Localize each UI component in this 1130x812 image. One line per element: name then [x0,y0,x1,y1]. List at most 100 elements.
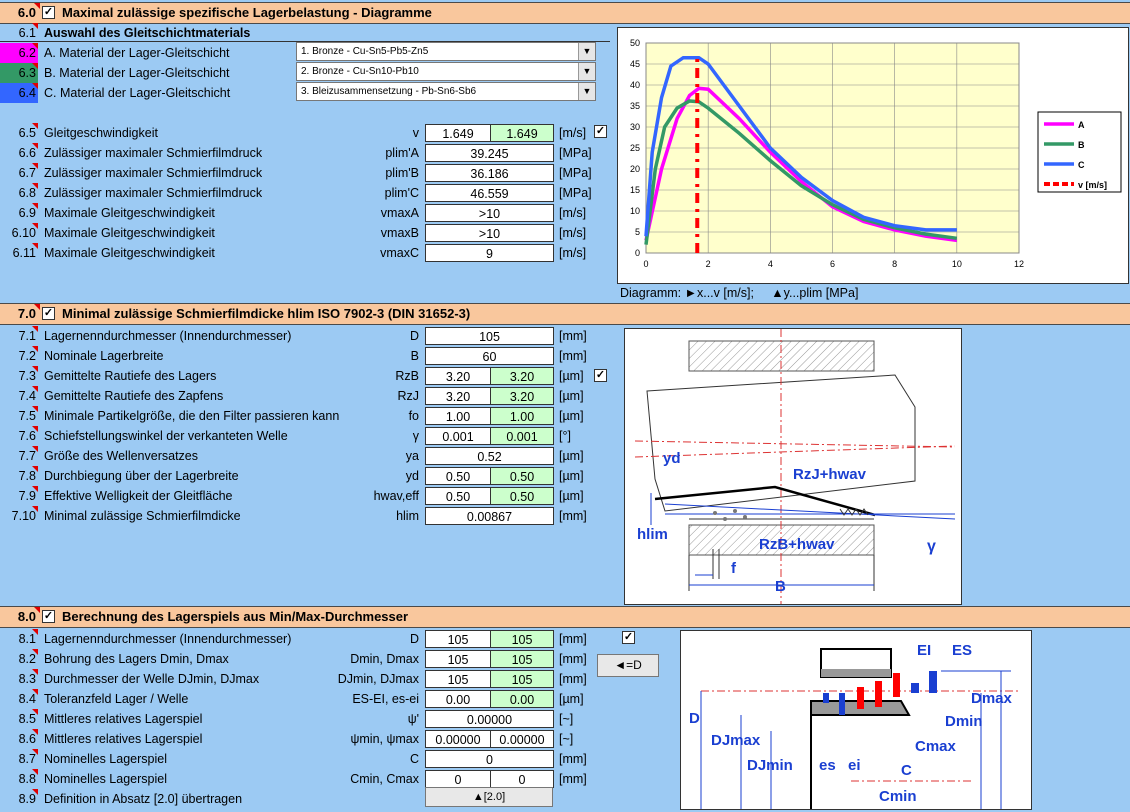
transfer-to-2-0-button[interactable]: ▲[2.0] [425,787,553,807]
comment-marker-icon [32,506,38,512]
comment-marker-icon [32,486,38,492]
row-number: 6.4 [18,86,36,100]
param-symbol: hwav,eff [373,489,419,503]
unit-label: [~] [559,712,574,726]
unit-label: [mm] [559,349,587,363]
row-number: 6.10 [11,226,36,240]
input-cell[interactable]: 0.50 [490,487,554,505]
unit-label: [m/s] [559,246,587,260]
value-cell[interactable]: 0.00000 [425,710,554,728]
comment-marker-icon [32,386,38,392]
input-cell[interactable]: 0.00 [490,690,554,708]
section-title: Maximal zulässige spezifische Lagerbelas… [62,5,432,20]
input-cell[interactable]: 105 [490,670,554,688]
chevron-down-icon[interactable]: ▼ [578,83,595,100]
velocity-manual-checkbox[interactable]: ✓ [594,125,607,138]
y-tick-label: 5 [635,227,640,237]
material-label: B. Material der Lager-Gleitschicht [44,66,230,80]
clearance-drawing: EI ES Dmax D Dmin DJmax Cmax DJmin es ei… [689,642,1021,809]
param-label: Zulässiger maximaler Schmierfilmdruck [44,146,263,160]
row-number: 7.3 [18,369,36,383]
material-select[interactable]: 3. Bleizusammensetzung - Pb-Sn6-Sb6 ▼ [296,82,596,101]
value-cell[interactable]: 3.20 [425,387,491,405]
value-cell[interactable]: >10 [425,204,554,222]
param-label: Durchmesser der Welle DJmin, DJmax [44,672,260,686]
value-cell[interactable]: 46.559 [425,184,554,202]
subheading-row: 6.1 Auswahl des Gleitschichtmaterials [0,23,620,43]
input-cell[interactable]: 0 [490,770,554,788]
comment-marker-icon [32,426,38,432]
unit-label: [m/s] [559,206,587,220]
value-cell[interactable]: >10 [425,224,554,242]
input-cell[interactable]: 0.50 [490,467,554,485]
input-cell[interactable]: 105 [490,650,554,668]
material-select[interactable]: 1. Bronze - Cu-Sn5-Pb5-Zn5 ▼ [296,42,596,61]
section-7-checkbox[interactable]: ✓ [42,307,55,320]
value-cell[interactable]: 60 [425,347,554,365]
section-8-checkbox[interactable]: ✓ [42,610,55,623]
param-label: Minimal zulässige Schmierfilmdicke [44,509,241,523]
row-number: 8.9 [18,792,36,806]
param-row: 7.8 Durchbiegung über der Lagerbreite yd 0… [0,466,620,486]
film-thickness-figure: yd RzJ+hwav hlim RzB+hwav γ f B [624,328,962,605]
set-to-d-button[interactable]: ◄=D [597,654,659,677]
value-cell[interactable]: 39.245 [425,144,554,162]
param-label: Schiefstellungswinkel der verkanteten We… [44,429,288,443]
x-tick-label: 4 [768,259,773,269]
value-cell[interactable]: 105 [425,327,554,345]
label-d: D [689,710,700,727]
diameter-manual-checkbox[interactable]: ✓ [622,631,635,644]
label-gamma: γ [927,538,936,555]
section-number: 8.0 [17,609,36,624]
value-cell[interactable]: 105 [425,650,491,668]
param-symbol: plim'C [384,186,419,200]
legend-label: B [1078,140,1085,150]
material-row: 6.4 C. Material der Lager-Gleitschicht 3… [0,82,620,103]
value-cell[interactable]: 105 [425,630,491,648]
value-cell[interactable]: 0 [425,770,491,788]
value-cell[interactable]: 0.52 [425,447,554,465]
value-cell[interactable]: 0.00000 [425,730,491,748]
input-cell[interactable]: 105 [490,630,554,648]
unit-label: [mm] [559,632,587,646]
label-rzj: RzJ+hwav [793,466,867,483]
clearance-figure: EI ES Dmax D Dmin DJmax Cmax DJmin es ei… [680,630,1032,810]
comment-marker-icon [32,769,38,775]
value-cell[interactable]: 36.186 [425,164,554,182]
label-ei: ei [848,757,861,774]
value-cell[interactable]: 0.50 [425,467,491,485]
chevron-down-icon[interactable]: ▼ [578,63,595,80]
value-cell[interactable]: 0.00 [425,690,491,708]
row-number: 7.7 [18,449,36,463]
input-cell[interactable]: 0.00000 [490,730,554,748]
input-cell[interactable]: 3.20 [490,367,554,385]
value-cell[interactable]: 1.00 [425,407,491,425]
label-cmax: Cmax [915,738,957,755]
section-6-checkbox[interactable]: ✓ [42,6,55,19]
input-cell[interactable]: 0.001 [490,427,554,445]
comment-marker-icon [32,326,38,332]
param-row: 7.10 Minimal zulässige Schmierfilmdicke h… [0,506,620,526]
value-cell[interactable]: 1.649 [425,124,491,142]
input-cell[interactable]: 1.649 [490,124,554,142]
input-cell[interactable]: 1.00 [490,407,554,425]
value-cell[interactable]: 0.001 [425,427,491,445]
value-cell[interactable]: 105 [425,670,491,688]
param-label: Zulässiger maximaler Schmierfilmdruck [44,166,263,180]
comment-marker-icon [32,789,38,795]
comment-marker-icon [32,163,38,169]
value-cell[interactable]: 0.50 [425,487,491,505]
input-cell[interactable]: 3.20 [490,387,554,405]
roughness-manual-checkbox[interactable]: ✓ [594,369,607,382]
value-cell[interactable]: 9 [425,244,554,262]
param-symbol: Cmin, Cmax [350,772,419,786]
value-cell[interactable]: 3.20 [425,367,491,385]
material-select[interactable]: 2. Bronze - Cu-Sn10-Pb10 ▼ [296,62,596,81]
comment-marker-icon [32,446,38,452]
value-cell[interactable]: 0 [425,750,554,768]
label-cmin: Cmin [879,788,917,805]
chevron-down-icon[interactable]: ▼ [578,43,595,60]
value-cell[interactable]: 0.00867 [425,507,554,525]
legend-label: v [m/s] [1078,180,1107,190]
label-es-upper: ES [952,642,972,659]
